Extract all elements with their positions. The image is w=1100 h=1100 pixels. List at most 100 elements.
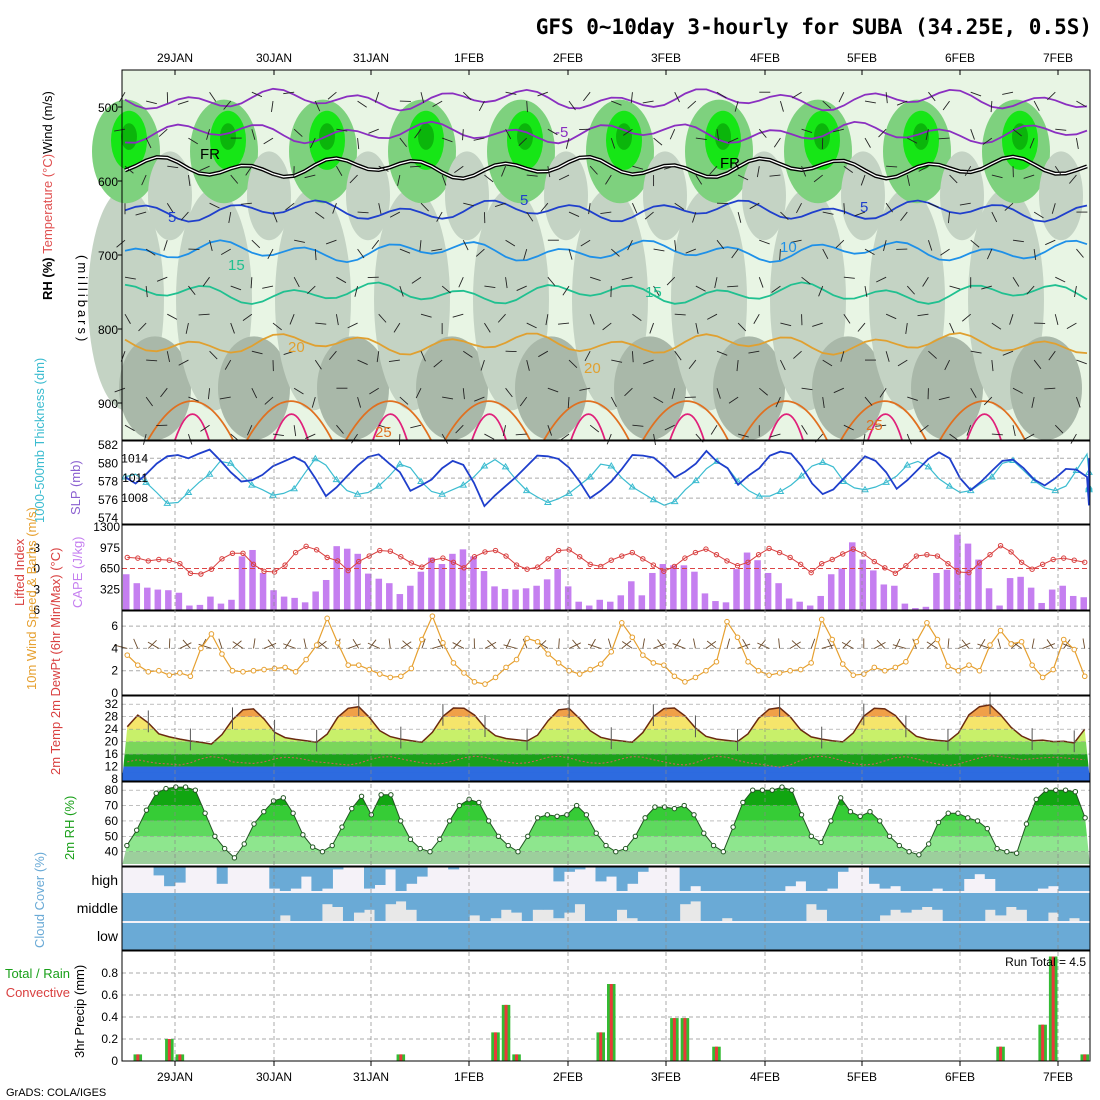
rh-region [416, 336, 488, 441]
cloud-cell [132, 893, 144, 921]
wind-barb [462, 388, 465, 400]
cloud-cell [1047, 923, 1059, 950]
li-point [145, 558, 152, 564]
rh-region [148, 151, 192, 241]
wind-barb [621, 276, 633, 281]
wind-barb [589, 314, 595, 325]
wind-barb [610, 137, 616, 149]
wind-barb [710, 424, 718, 435]
li-point [292, 549, 299, 556]
temp-tick: 8 [111, 772, 118, 786]
cape-bar [1080, 597, 1087, 610]
li-point [650, 562, 657, 568]
rh-point [965, 815, 971, 821]
wind-barb [905, 323, 908, 335]
wind-barb [949, 322, 955, 334]
cloud-cell [1016, 893, 1028, 910]
wind-barb [885, 92, 888, 104]
cape-bar [701, 593, 709, 610]
cloud-cell [185, 923, 197, 950]
wind-barb [1031, 638, 1035, 649]
wind-barb [589, 165, 598, 175]
li-point [124, 554, 130, 561]
li-point [924, 551, 930, 558]
rh-region [119, 336, 191, 441]
temp-tick: 20 [105, 735, 119, 749]
wind-barb [314, 100, 321, 112]
thickness-tick: 582 [98, 438, 118, 452]
wind-barb [473, 137, 485, 141]
thickness-point [966, 486, 975, 494]
li-point [282, 562, 288, 568]
cloud-cell [627, 923, 639, 950]
rh-point [212, 833, 218, 840]
rh-tick: 60 [105, 814, 119, 828]
wind-barb [515, 433, 527, 436]
wind-barb [351, 433, 358, 444]
wind-barb [505, 277, 508, 289]
wind-speed-point [724, 618, 730, 625]
wind-barb [376, 351, 380, 363]
wind-barb [167, 165, 179, 169]
cape-bar [407, 585, 414, 610]
wind-barb [1012, 387, 1023, 394]
wind-barb [558, 174, 570, 181]
wind-barb [474, 396, 485, 402]
wind-barb [864, 286, 868, 297]
cloud-cell [963, 893, 975, 921]
rh-point [632, 833, 639, 840]
cloud-cell [763, 923, 775, 950]
wind-barb [182, 639, 191, 649]
cloud-cell [584, 893, 596, 921]
cape-bar [827, 574, 835, 610]
contour-label: -5 [555, 124, 568, 141]
wind-speed-point [860, 671, 867, 677]
wind-barb [436, 211, 443, 222]
rh-band [122, 787, 1090, 806]
wind-barb [433, 359, 443, 368]
wind-barb [854, 211, 866, 217]
thickness-point [184, 488, 193, 495]
wind-barb [605, 174, 612, 185]
wind-barb [307, 285, 316, 295]
wind-barb [789, 641, 801, 649]
li-tick: 3 [33, 582, 40, 596]
wind-barb [484, 322, 491, 333]
wind-barb [642, 638, 645, 649]
wind-barb [315, 211, 325, 219]
rh-point [290, 810, 296, 816]
cape-bar [322, 579, 330, 610]
rh-point [701, 830, 707, 836]
upper-y-tick: 800 [98, 323, 118, 337]
wind-barb [209, 91, 217, 102]
rh-point [828, 818, 834, 824]
cloud-cell [1047, 867, 1059, 887]
li-point [755, 551, 762, 558]
rh-region [616, 123, 632, 150]
wind-barb [262, 285, 274, 289]
rh-point [945, 810, 951, 816]
rh-point [163, 785, 169, 792]
cape-bar [1038, 602, 1045, 610]
wind-speed-point [208, 631, 215, 637]
wind-barb [523, 248, 528, 260]
wind-barb [966, 425, 972, 436]
cloud-cell [921, 923, 933, 950]
wind-barb [200, 424, 210, 432]
wind-barb [219, 396, 231, 400]
temp-tick: 32 [105, 697, 119, 711]
cape-bar [880, 584, 888, 610]
cloud-cell [406, 893, 418, 910]
upper-y-tick: 500 [98, 101, 118, 115]
wind-speed-point [345, 662, 352, 668]
cloud-cell [700, 923, 712, 950]
rh-point [603, 842, 609, 849]
cloud-cell [332, 923, 344, 950]
wind-barb [838, 92, 845, 103]
cloud-cell [427, 893, 439, 921]
cape-bar [144, 587, 151, 610]
rh-region [1010, 336, 1082, 441]
rh-point [925, 841, 932, 847]
cloud-cell [174, 893, 186, 921]
wind-barb [378, 424, 390, 430]
